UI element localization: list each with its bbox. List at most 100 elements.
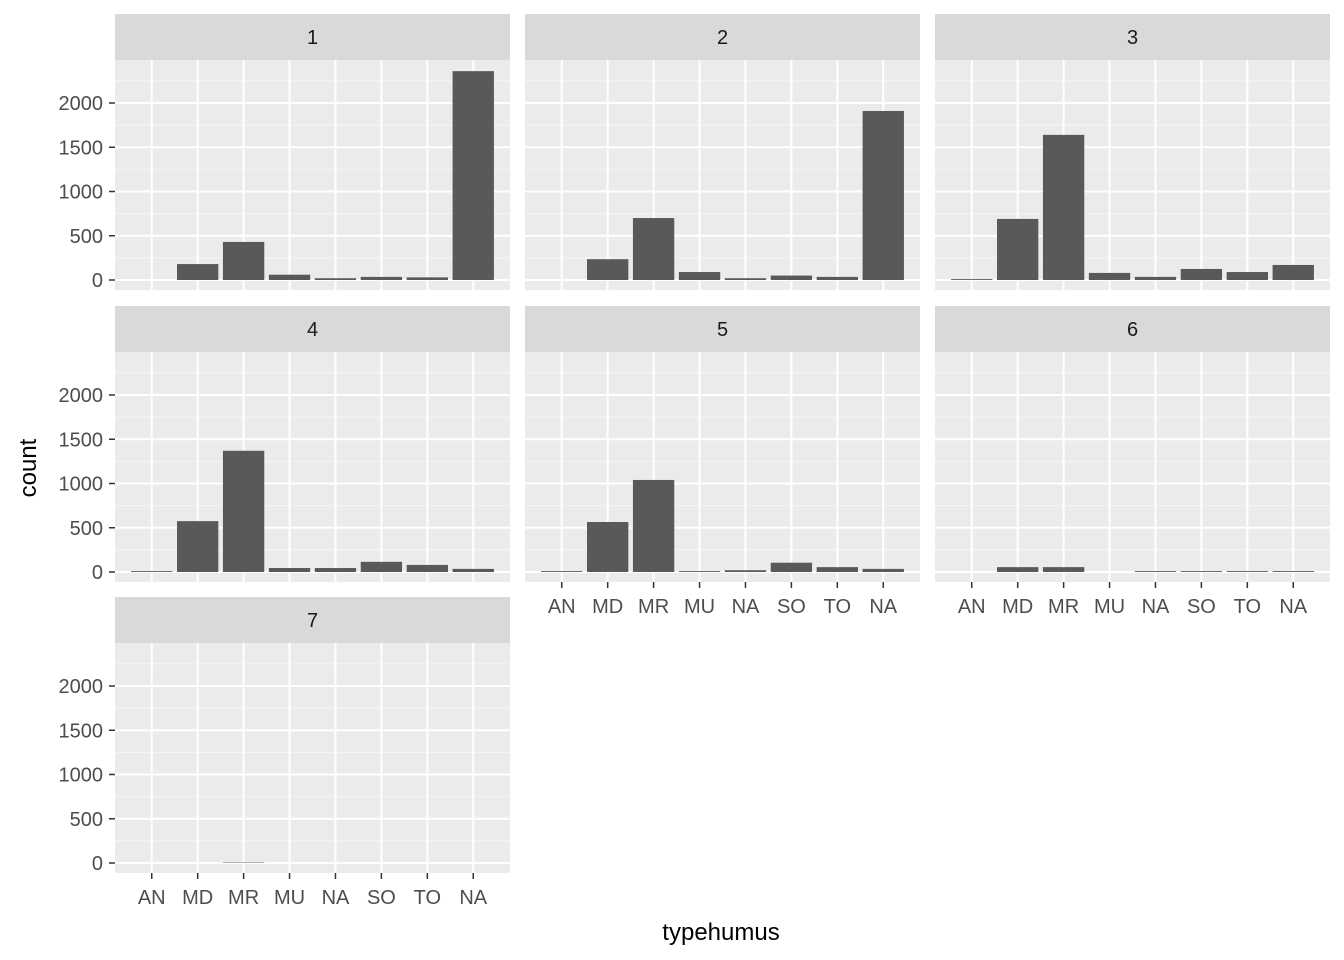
y-tick-label: 1500 <box>59 720 104 742</box>
bar-3-mu-3 <box>1088 272 1131 280</box>
bar-4-md-1 <box>177 521 219 572</box>
x-tick-label: MU <box>1094 596 1125 618</box>
bar-1-na-4 <box>314 278 357 280</box>
bar-1-mr-2 <box>222 241 265 280</box>
facet-strip <box>115 306 510 352</box>
facet-strip-label: 1 <box>307 27 318 49</box>
bar-3-na-4 <box>1134 276 1177 280</box>
bar-2-so-5 <box>770 275 813 280</box>
facet-strip <box>935 306 1330 352</box>
facet-panel-2: 2 <box>525 14 920 290</box>
bar-4-mr-2 <box>222 450 265 572</box>
x-tick-label: MD <box>182 887 213 909</box>
facet-strip-label: 7 <box>307 610 318 632</box>
facet-strip-label: 5 <box>717 319 728 341</box>
bar-2-to-6 <box>816 276 858 280</box>
x-tick-label: AN <box>138 887 166 909</box>
y-tick-label: 1000 <box>59 474 104 496</box>
panel-background <box>935 60 1330 290</box>
bar-1-md-1 <box>177 264 219 280</box>
y-tick-label: 500 <box>70 226 103 248</box>
x-tick-label: AN <box>548 596 576 618</box>
x-tick-label: AN <box>958 596 986 618</box>
bar-5-to-6 <box>816 567 858 572</box>
facet-panel-3: 3 <box>935 14 1330 290</box>
y-tick-label: 500 <box>70 518 103 540</box>
bar-6-na-7 <box>1272 571 1314 572</box>
y-tick-label: 500 <box>70 809 103 831</box>
bar-5-mr-2 <box>632 479 675 572</box>
bar-4-mu-3 <box>268 568 311 572</box>
y-tick-label: 0 <box>92 270 103 292</box>
bar-6-mr-2 <box>1042 567 1085 572</box>
bar-5-na-4 <box>724 570 767 572</box>
facet-strip-label: 6 <box>1127 319 1138 341</box>
x-tick-label: SO <box>777 596 806 618</box>
bar-1-to-6 <box>406 277 448 280</box>
bar-6-so-5 <box>1180 571 1223 572</box>
panel-background <box>115 643 510 873</box>
facet-strip <box>115 597 510 643</box>
x-tick-label: NA <box>1142 596 1170 618</box>
x-tick-label: MR <box>1048 596 1079 618</box>
bar-4-na-7 <box>452 568 494 572</box>
bar-1-mu-3 <box>268 274 311 280</box>
x-tick-label: NA <box>459 887 487 909</box>
x-tick-label: MU <box>274 887 305 909</box>
facet-strip <box>935 14 1330 60</box>
facet-panel-7: 7 0 500 1000 1500 2000 AN MD MR MU NA SO TO NA <box>59 597 510 909</box>
x-tick-label: SO <box>367 887 396 909</box>
facet-strip <box>525 306 920 352</box>
facet-panel-5: 5 AN MD MR MU NA SO TO NA <box>525 306 920 618</box>
x-tick-label: MU <box>684 596 715 618</box>
bar-2-mu-3 <box>678 272 721 280</box>
bar-5-mu-3 <box>678 571 721 572</box>
bar-1-so-5 <box>360 276 403 280</box>
facet-strip-label: 2 <box>717 27 728 49</box>
y-tick-label: 2000 <box>59 93 104 115</box>
x-tick-label: MR <box>638 596 669 618</box>
panel-background <box>525 60 920 290</box>
bar-2-mr-2 <box>632 218 675 280</box>
bar-4-so-5 <box>360 561 403 572</box>
panel-background <box>935 352 1330 582</box>
bar-3-mr-2 <box>1042 134 1085 280</box>
bar-5-so-5 <box>770 562 813 572</box>
bar-3-an-0 <box>951 279 993 280</box>
x-tick-label: NA <box>322 887 350 909</box>
facet-panel-1: 1 0 500 1000 1500 2000 <box>59 14 510 292</box>
y-tick-label: 1000 <box>59 182 104 204</box>
y-tick-label: 1000 <box>59 765 104 787</box>
x-tick-label: SO <box>1187 596 1216 618</box>
y-axis-title: count <box>15 438 42 497</box>
y-tick-label: 1500 <box>59 137 104 159</box>
y-tick-label: 0 <box>92 562 103 584</box>
x-tick-label: NA <box>1279 596 1307 618</box>
bar-4-an-0 <box>131 571 173 572</box>
panel-background <box>115 352 510 582</box>
bar-2-na-4 <box>724 278 767 280</box>
y-tick-label: 2000 <box>59 676 104 698</box>
facet-strip <box>525 14 920 60</box>
bar-2-md-1 <box>587 259 629 280</box>
bar-5-md-1 <box>587 521 629 572</box>
y-tick-label: 0 <box>92 853 103 875</box>
x-tick-label: TO <box>824 596 851 618</box>
y-tick-label: 1500 <box>59 429 104 451</box>
bar-5-na-7 <box>862 568 904 572</box>
bar-4-to-6 <box>406 564 448 572</box>
bar-6-to-6 <box>1226 571 1268 572</box>
facet-panel-6: 6 AN MD MR MU NA SO TO NA <box>935 306 1330 618</box>
facet-strip <box>115 14 510 60</box>
x-tick-label: NA <box>732 596 760 618</box>
bar-3-so-5 <box>1180 268 1223 280</box>
x-tick-label: MD <box>1002 596 1033 618</box>
panel-background <box>525 352 920 582</box>
x-tick-label: TO <box>414 887 441 909</box>
bar-3-na-7 <box>1272 264 1314 280</box>
y-tick-label: 2000 <box>59 385 104 407</box>
facet-panel-4: 4 0 500 1000 1500 2000 <box>59 306 510 584</box>
x-tick-label: NA <box>869 596 897 618</box>
bar-1-na-7 <box>452 71 494 280</box>
